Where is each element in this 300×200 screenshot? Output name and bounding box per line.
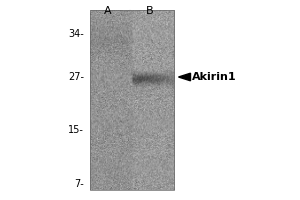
Text: 34-: 34- [68,29,84,39]
Text: Akirin1: Akirin1 [192,72,237,82]
Text: 7-: 7- [74,179,84,189]
Bar [90,10,174,190]
Text: 15-: 15- [68,125,84,135]
Text: B: B [146,6,154,16]
Polygon shape [178,73,190,81]
Text: A: A [104,6,112,16]
Text: 27-: 27- [68,72,84,82]
